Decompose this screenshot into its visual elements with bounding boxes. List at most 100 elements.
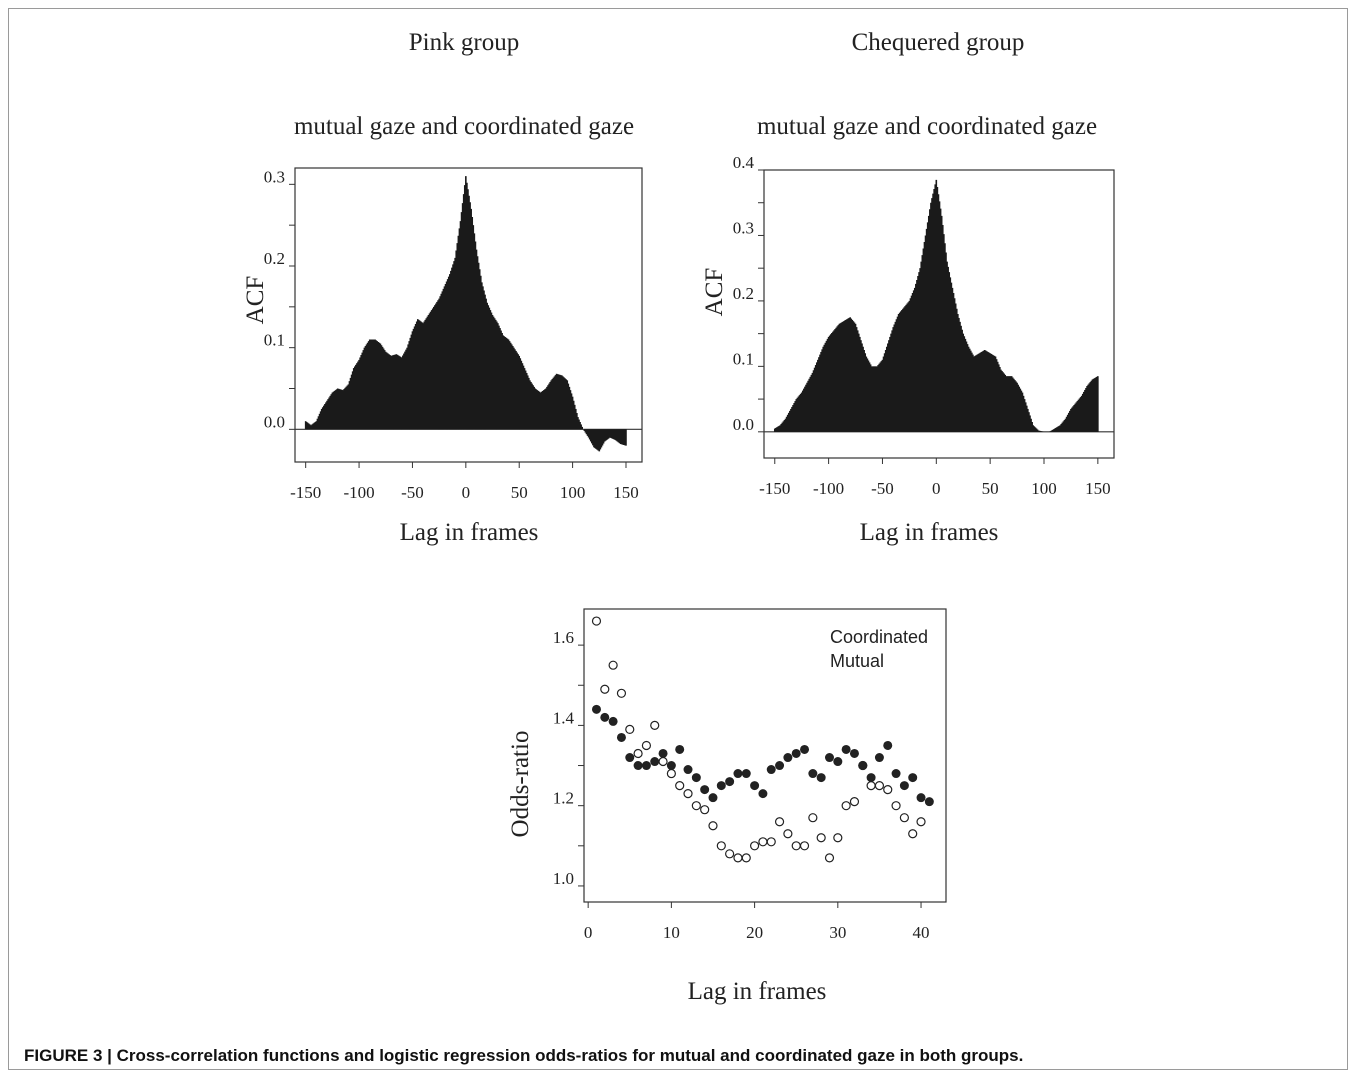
mutual-point [608,716,618,726]
mutual-point [858,761,868,771]
mutual-point [641,761,651,771]
mutual-point [741,769,751,779]
coordinated-point [891,801,901,811]
chequered-x-axis-label: Lag in frames [860,519,999,546]
coordinated-point [675,781,685,791]
mutual-point [841,744,851,754]
legend-entry-coordinated: Coordinated [830,627,928,647]
coordinated-point [700,805,710,815]
odds-x-tick-label: 20 [746,923,763,942]
pink-y-tick-label: 0.0 [264,412,285,431]
mutual-point [658,748,668,758]
mutual-point [708,793,718,803]
mutual-point [625,753,635,763]
chequered-group-title: Chequered group [852,29,1025,56]
coordinated-point [766,837,776,847]
chequered-y-tick-label: 0.2 [733,284,754,303]
mutual-point [733,769,743,779]
coordinated-point [658,756,668,767]
mutual-point [650,757,660,767]
mutual-point [616,732,626,742]
chequered-acf-plot: 0.0 0.1 0.2 0.3 0.4 -150 -100 -50 0 50 100 150 [733,153,1115,498]
coordinated-point [833,833,843,843]
chequered-y-tick-label: 0.4 [733,153,755,172]
coordinated-point [733,853,743,863]
mutual-point [700,785,710,795]
coordinated-point [824,853,835,863]
chequered-x-tick-label: 100 [1031,479,1057,498]
coordinated-point [816,833,826,843]
odds-x-tick-label: 40 [913,923,930,942]
coordinated-point [650,720,660,730]
coordinated-point [866,781,876,791]
odds-ratio-plot: 1.0 1.2 1.4 1.6 0 10 20 30 40 [553,608,947,942]
odds-y-tick-label: 1.6 [553,628,574,647]
mutual-point [633,761,643,771]
coordinated-point [591,616,602,626]
mutual-point [916,793,926,803]
mutual-point [833,757,843,767]
pink-chart-title: mutual gaze and coordinated gaze [294,113,634,140]
coordinated-point [616,688,627,698]
pink-x-tick-label: 50 [511,483,528,502]
coordinated-point [641,740,652,751]
coordinated-point [841,801,851,811]
chequered-y-tick-label: 0.0 [733,415,754,434]
pink-y-tick-label: 0.3 [264,167,285,186]
coordinated-point [774,817,785,827]
mutual-point [783,753,793,763]
odds-x-tick-label: 0 [584,923,593,942]
mutual-point [716,781,726,791]
chequered-chart-title: mutual gaze and coordinated gaze [757,113,1097,140]
coordinated-point [916,817,926,827]
coordinated-point [683,789,693,799]
coordinated-point [783,829,793,839]
chequered-x-tick-label: -50 [871,479,894,498]
mutual-point [775,761,785,771]
mutual-point [683,765,693,775]
coordinated-point [666,768,676,779]
pink-y-tick-label: 0.2 [264,249,285,268]
mutual-point [750,781,760,791]
mutual-point [816,773,826,783]
coordinated-point [608,660,618,670]
pink-y-tick-label: 0.1 [264,331,285,350]
coordinated-point [725,849,735,859]
coordinated-point [899,813,909,823]
mutual-point [924,797,934,807]
coordinated-point [849,797,860,807]
mutual-point [908,773,918,783]
chequered-x-tick-label: 0 [932,479,941,498]
odds-x-tick-label: 30 [829,923,846,942]
pink-x-tick-label: -50 [401,483,424,502]
mutual-point [883,740,893,750]
coordinated-point [908,829,918,839]
coordinated-point [808,813,818,823]
chequered-y-tick-label: 0.1 [733,349,754,368]
coordinated-point [625,724,635,735]
mutual-point [899,781,909,791]
odds-plot-frame [583,608,947,903]
coordinated-point [691,801,701,811]
mutual-point [849,748,859,758]
odds-x-axis-label: Lag in frames [688,978,827,1005]
chequered-x-tick-label: 150 [1085,479,1111,498]
coordinated-point [791,841,801,851]
mutual-point [766,765,776,775]
pink-x-tick-label: -100 [343,483,374,502]
mutual-point [758,789,768,799]
mutual-point [891,769,901,779]
mutual-point [791,748,801,758]
figure-caption: FIGURE 3 | Cross-correlation functions a… [24,1046,1024,1065]
coordinated-point [883,785,893,795]
mutual-point [800,744,810,754]
odds-y-tick-label: 1.2 [553,789,574,808]
pink-x-tick-label: -150 [290,483,321,502]
coordinated-point [708,821,718,831]
mutual-point [808,769,818,779]
mutual-point [600,712,610,722]
chequered-x-tick-label: 50 [982,479,999,498]
chequered-x-tick-label: -150 [759,479,790,498]
coordinated-point [741,853,751,863]
